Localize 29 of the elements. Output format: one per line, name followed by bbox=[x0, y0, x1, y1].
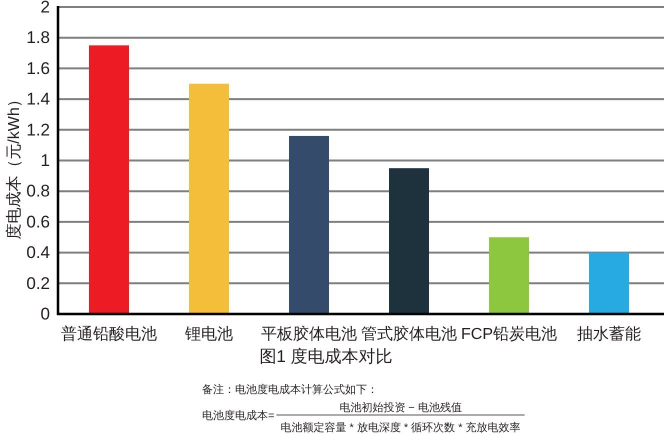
bar bbox=[389, 168, 429, 314]
text: 电池度电成本= bbox=[202, 409, 274, 422]
y-axis-title: 度电成本（元/kWh） bbox=[5, 91, 23, 240]
bar bbox=[589, 252, 629, 314]
y-tick-label: 0.8 bbox=[26, 182, 50, 201]
x-tick-label: 锂电池 bbox=[184, 325, 233, 343]
y-tick-label: 0.2 bbox=[26, 274, 50, 293]
y-tick-label: 1.8 bbox=[26, 28, 50, 48]
bar bbox=[89, 45, 129, 314]
x-tick-label: FCP铅炭电池 bbox=[461, 325, 557, 343]
y-tick-label: 0.4 bbox=[26, 243, 50, 262]
y-tick-label: 1.4 bbox=[26, 90, 50, 109]
y-tick-label: 0.6 bbox=[26, 212, 50, 232]
bar bbox=[289, 136, 329, 314]
text: 电池额定容量 * 放电深度 * 循环次数 * 充放电效率 bbox=[280, 421, 521, 434]
text: 备注：电池度电成本计算公式如下： bbox=[202, 383, 378, 396]
x-tick-label: 抽水蓄能 bbox=[577, 325, 641, 343]
bar bbox=[189, 84, 229, 314]
y-tick-label: 2 bbox=[40, 0, 50, 16]
y-tick-label: 0 bbox=[40, 304, 50, 324]
y-tick-label: 1 bbox=[40, 151, 50, 170]
y-tick-label: 1.6 bbox=[26, 58, 50, 78]
text: 图1 度电成本对比 bbox=[259, 347, 393, 366]
x-tick-label: 平板胶体电池 bbox=[261, 325, 357, 343]
y-tick-label: 1.2 bbox=[26, 120, 50, 140]
x-tick-label: 管式胶体电池 bbox=[361, 325, 457, 343]
x-tick-label: 普通铅酸电池 bbox=[61, 325, 157, 343]
bar bbox=[489, 237, 529, 314]
text: 电池初始投资 − 电池残值 bbox=[339, 401, 462, 414]
